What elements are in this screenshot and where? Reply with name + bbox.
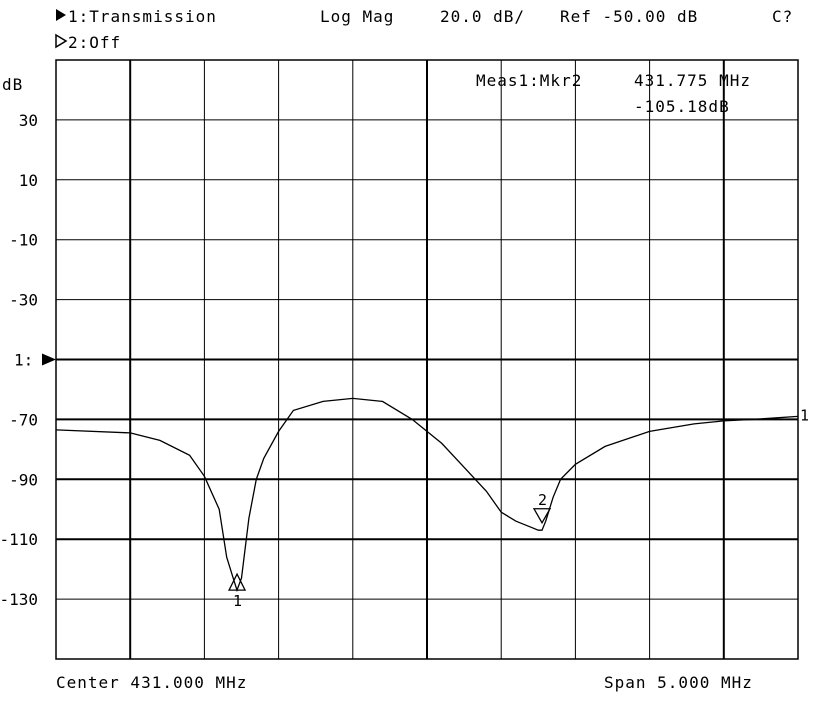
marker-2-label: 2 [538, 491, 547, 509]
y-axis-unit-label: dB [2, 75, 24, 94]
chart-grid [55, 59, 799, 660]
reference-label: Ref -50.00 dB [560, 7, 699, 26]
y-tick-label: -70 [9, 410, 38, 429]
y-tick-label: -90 [9, 470, 38, 489]
y-tick-label: -10 [9, 231, 38, 250]
marker-readout-title: Meas1:Mkr2 [476, 71, 583, 90]
scale-label: 20.0 dB/ [440, 7, 526, 26]
center-frequency-label[interactable]: Center 431.000 MHz [56, 673, 248, 692]
marker-1-label: 1 [233, 592, 242, 610]
y-axis-tick-labels: 30 10 -10 -30 -70 -90 -110 -130 [0, 111, 38, 609]
trace-1-line [55, 397, 799, 593]
channel-2-label[interactable]: 2:Off [68, 33, 122, 52]
span-label[interactable]: Span 5.000 MHz [604, 673, 753, 692]
marker-2-triangle [532, 508, 552, 525]
y-tick-label: -30 [9, 291, 38, 310]
trace-end-label: 1 [800, 406, 809, 424]
active-channel-arrow-icon [56, 9, 66, 21]
channel-1-label[interactable]: 1:Transmission [68, 7, 217, 26]
markers-layer: 12 [227, 491, 552, 610]
y-tick-label: 30 [19, 111, 38, 130]
y-tick-label: 10 [19, 171, 38, 190]
marker-readout-frequency: 431.775 MHz [634, 71, 751, 90]
marker-readout-value: -105.18dB [634, 97, 730, 116]
reference-level-arrow-icon [42, 353, 56, 366]
inactive-channel-arrow-icon [55, 33, 68, 49]
y-tick-label: -110 [0, 530, 38, 549]
reference-level-label: 1: [14, 351, 33, 370]
y-tick-label: -130 [0, 590, 38, 609]
marker-1-triangle [227, 572, 247, 591]
format-label: Log Mag [320, 7, 395, 26]
status-indicator: C? [772, 7, 794, 26]
